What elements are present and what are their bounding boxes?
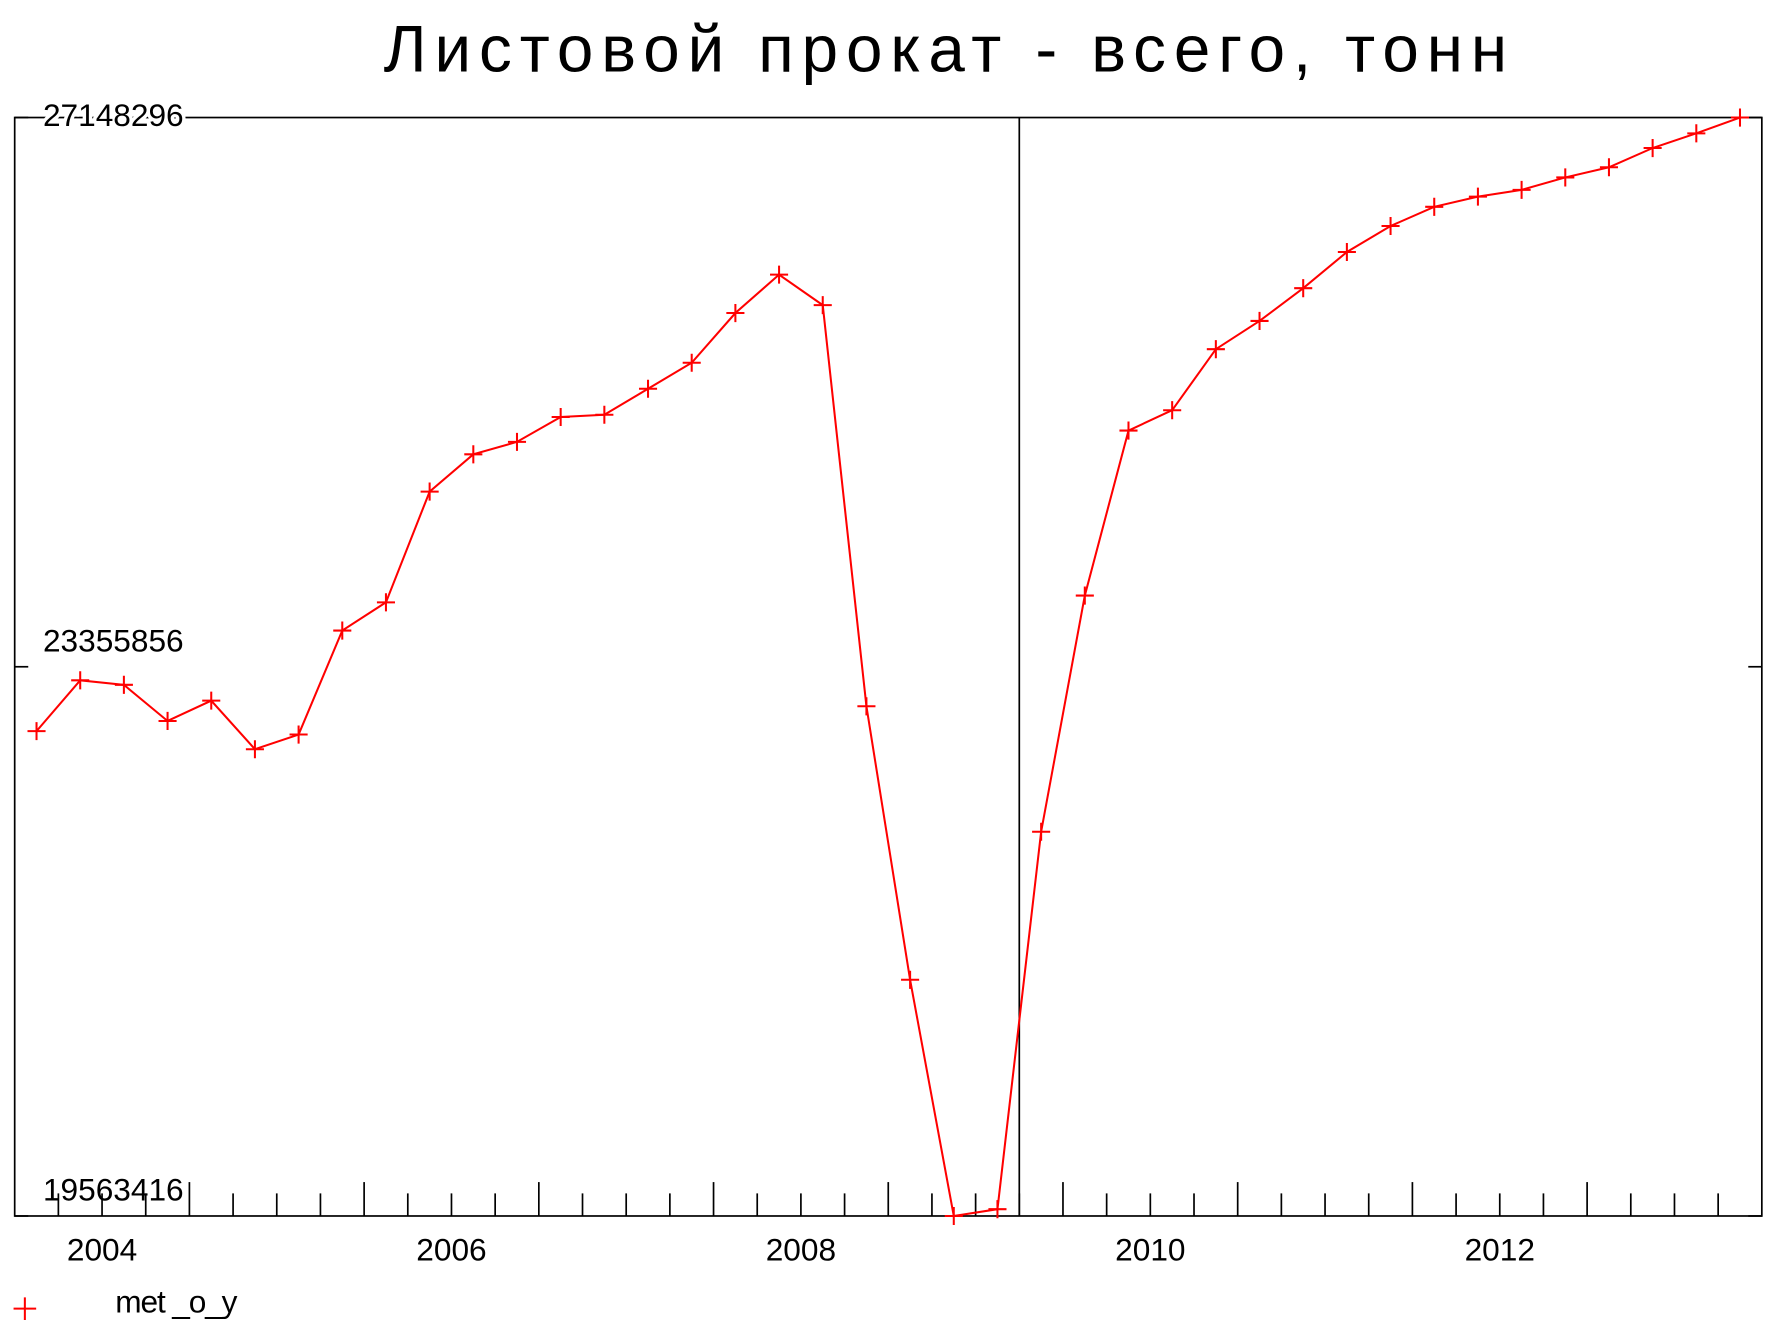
point-marker bbox=[551, 407, 570, 427]
point-marker bbox=[1337, 242, 1356, 262]
point-marker bbox=[1512, 180, 1531, 199]
point-marker bbox=[638, 379, 658, 398]
point-marker bbox=[988, 1200, 1007, 1219]
point-marker bbox=[71, 671, 90, 690]
y-tick-label: 27148296 bbox=[43, 97, 184, 133]
point-marker bbox=[507, 432, 527, 451]
x-tick-label: 2008 bbox=[766, 1232, 836, 1268]
x-tick-label: 2006 bbox=[416, 1232, 486, 1268]
point-marker bbox=[682, 353, 701, 372]
point-marker bbox=[770, 265, 789, 284]
point-marker bbox=[1032, 822, 1051, 841]
point-marker bbox=[1643, 139, 1662, 158]
chart-title: Листовой прокат - всего, тонн bbox=[384, 13, 1515, 86]
point-marker bbox=[376, 593, 395, 612]
point-marker bbox=[726, 303, 745, 323]
point-marker bbox=[202, 691, 221, 710]
point-marker bbox=[1468, 187, 1487, 206]
point-marker bbox=[1730, 108, 1750, 127]
point-marker bbox=[245, 740, 264, 759]
point-marker bbox=[1599, 158, 1618, 177]
legend-label: met _o_y bbox=[115, 1283, 237, 1319]
point-marker bbox=[1556, 168, 1575, 187]
legend-marker bbox=[13, 1297, 37, 1320]
point-marker bbox=[1075, 586, 1094, 605]
x-tick-label: 2004 bbox=[67, 1232, 137, 1268]
point-marker bbox=[114, 675, 133, 694]
point-marker bbox=[1425, 197, 1444, 216]
point-marker bbox=[1163, 401, 1182, 420]
point-marker bbox=[595, 405, 614, 424]
point-marker bbox=[420, 482, 439, 501]
point-marker bbox=[333, 621, 352, 640]
point-marker bbox=[857, 697, 876, 716]
x-tick-label: 2012 bbox=[1465, 1232, 1535, 1268]
point-marker bbox=[901, 970, 920, 989]
point-marker bbox=[1294, 279, 1313, 298]
point-marker bbox=[464, 445, 483, 464]
point-marker bbox=[813, 296, 832, 315]
point-marker bbox=[1250, 311, 1269, 330]
y-tick-label: 23355856 bbox=[43, 622, 184, 658]
point-marker bbox=[944, 1206, 963, 1226]
point-marker bbox=[27, 722, 46, 741]
series-line bbox=[35, 116, 1741, 1218]
point-marker bbox=[289, 725, 308, 744]
x-tick-label: 2010 bbox=[1115, 1232, 1185, 1268]
point-marker bbox=[1206, 340, 1225, 359]
point-marker bbox=[1381, 216, 1400, 236]
point-marker bbox=[158, 711, 177, 731]
point-marker bbox=[1119, 421, 1138, 440]
y-tick-label: 19563416 bbox=[43, 1172, 184, 1208]
point-marker bbox=[1687, 124, 1706, 143]
